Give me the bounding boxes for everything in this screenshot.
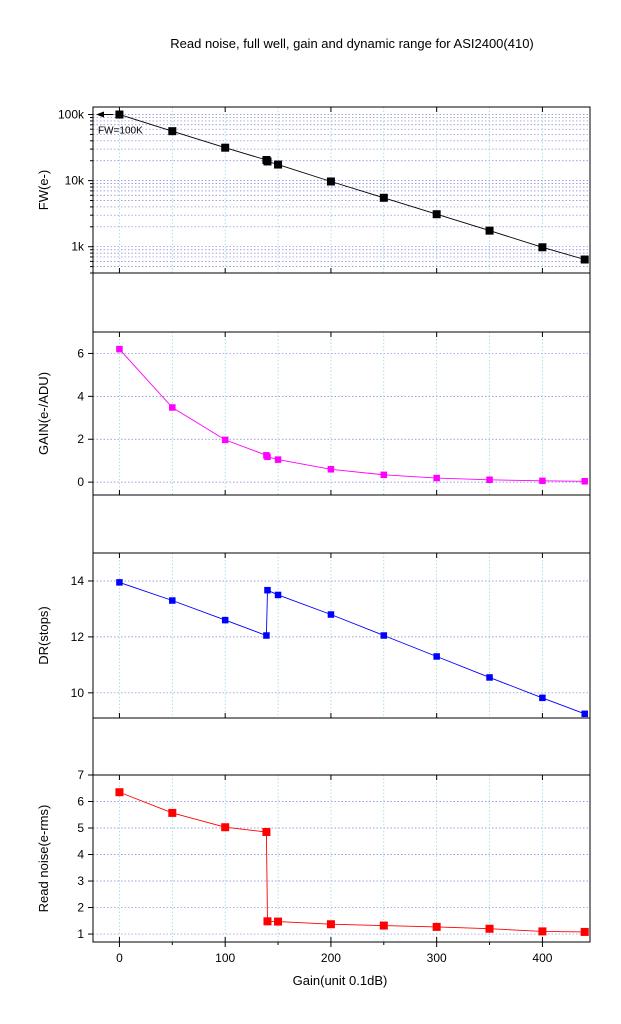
data-point	[538, 243, 547, 252]
data-point	[380, 471, 388, 479]
series-line	[119, 791, 585, 933]
x-tick-label: 200	[321, 951, 341, 965]
data-point	[263, 157, 272, 166]
data-point	[327, 466, 335, 473]
annotation-arrow-head	[96, 111, 104, 118]
data-point	[581, 710, 588, 718]
data-point	[169, 404, 176, 411]
y-tick-label: 2	[77, 901, 84, 915]
y-axis-label: DR(stops)	[36, 606, 51, 665]
y-tick-label: 2	[77, 432, 84, 446]
y-tick-label: 1k	[71, 240, 85, 254]
y-tick-label: 12	[71, 630, 85, 644]
data-point	[581, 478, 588, 485]
data-point	[115, 110, 124, 119]
plot-frame	[92, 106, 591, 274]
y-tick-label: 1	[77, 927, 84, 941]
data-point	[274, 591, 282, 599]
plot-frame	[92, 774, 591, 943]
data-point	[327, 611, 335, 618]
data-point	[169, 597, 176, 604]
panel-1: 1k 10k 100k FW(e-) FW=100K	[36, 106, 591, 332]
data-point	[580, 927, 589, 936]
data-point	[274, 160, 283, 169]
y-tick-label: 0	[77, 475, 84, 489]
x-tick-label: 400	[532, 951, 552, 965]
plot-frame	[92, 552, 591, 719]
data-point	[264, 586, 271, 594]
x-axis-label: Gain(unit 0.1dB)	[293, 973, 388, 988]
data-point	[432, 210, 441, 219]
y-tick-label: 10k	[65, 174, 85, 188]
data-point	[221, 823, 230, 832]
chart-title: Read noise, full well, gain and dynamic …	[170, 36, 534, 51]
y-tick-label: 5	[77, 821, 84, 835]
data-point	[168, 127, 177, 136]
y-tick-label: 6	[77, 795, 84, 809]
data-point	[326, 177, 335, 186]
panel-2: 0 2 4 6 GAIN(e-/ADU)	[36, 331, 591, 553]
y-axis-label: Read noise(e-rms)	[36, 805, 51, 913]
data-point	[379, 193, 388, 202]
x-tick-label: 0	[116, 951, 123, 965]
y-tick-label: 14	[71, 574, 85, 588]
data-point	[379, 921, 388, 930]
data-point	[485, 924, 494, 933]
data-point	[116, 579, 123, 586]
data-point	[262, 827, 271, 836]
y-tick-label: 10	[71, 686, 85, 700]
y-tick-label: 7	[77, 768, 84, 782]
data-point	[539, 477, 546, 485]
y-tick-label: 6	[77, 346, 84, 360]
y-tick-label: 100k	[58, 108, 85, 122]
data-point	[115, 788, 124, 797]
y-tick-label: 3	[77, 874, 84, 888]
panel-4: 0 100 200 300 400 1 2 3 4 5 6 7 Read noise(e-rms)	[36, 768, 591, 965]
data-point	[485, 226, 494, 235]
data-point	[221, 436, 229, 444]
x-tick-label: 300	[427, 951, 447, 965]
data-point	[274, 917, 283, 926]
plot-frame	[92, 331, 591, 496]
data-point	[264, 453, 271, 461]
data-point	[538, 927, 547, 936]
y-tick-label: 4	[77, 389, 84, 403]
data-point	[486, 674, 493, 681]
data-point	[433, 653, 440, 660]
data-point	[221, 143, 230, 152]
data-point	[539, 694, 546, 702]
data-point	[116, 345, 123, 353]
data-point	[580, 255, 589, 264]
data-point	[168, 808, 177, 817]
data-point	[263, 917, 272, 926]
panel-3: 10 12 14 DR(stops)	[36, 552, 591, 775]
data-point	[380, 632, 388, 639]
series-line	[119, 581, 585, 715]
data-point	[221, 616, 229, 624]
series-line	[119, 114, 585, 260]
data-point	[433, 474, 440, 482]
y-axis-label: GAIN(e-/ADU)	[36, 372, 51, 455]
y-tick-label: 4	[77, 848, 84, 862]
y-axis-label: FW(e-)	[36, 170, 51, 210]
data-point	[432, 922, 441, 931]
plot-layer: 1k10k100kFW(e-)FW=100K0246GAIN(e-/ADU)10…	[36, 106, 591, 965]
x-tick-label: 100	[215, 951, 235, 965]
data-point	[274, 456, 282, 463]
annotation-label: FW=100K	[98, 126, 143, 137]
data-point	[326, 920, 335, 929]
data-point	[263, 632, 270, 639]
series-line	[119, 348, 585, 482]
data-point	[486, 476, 493, 484]
